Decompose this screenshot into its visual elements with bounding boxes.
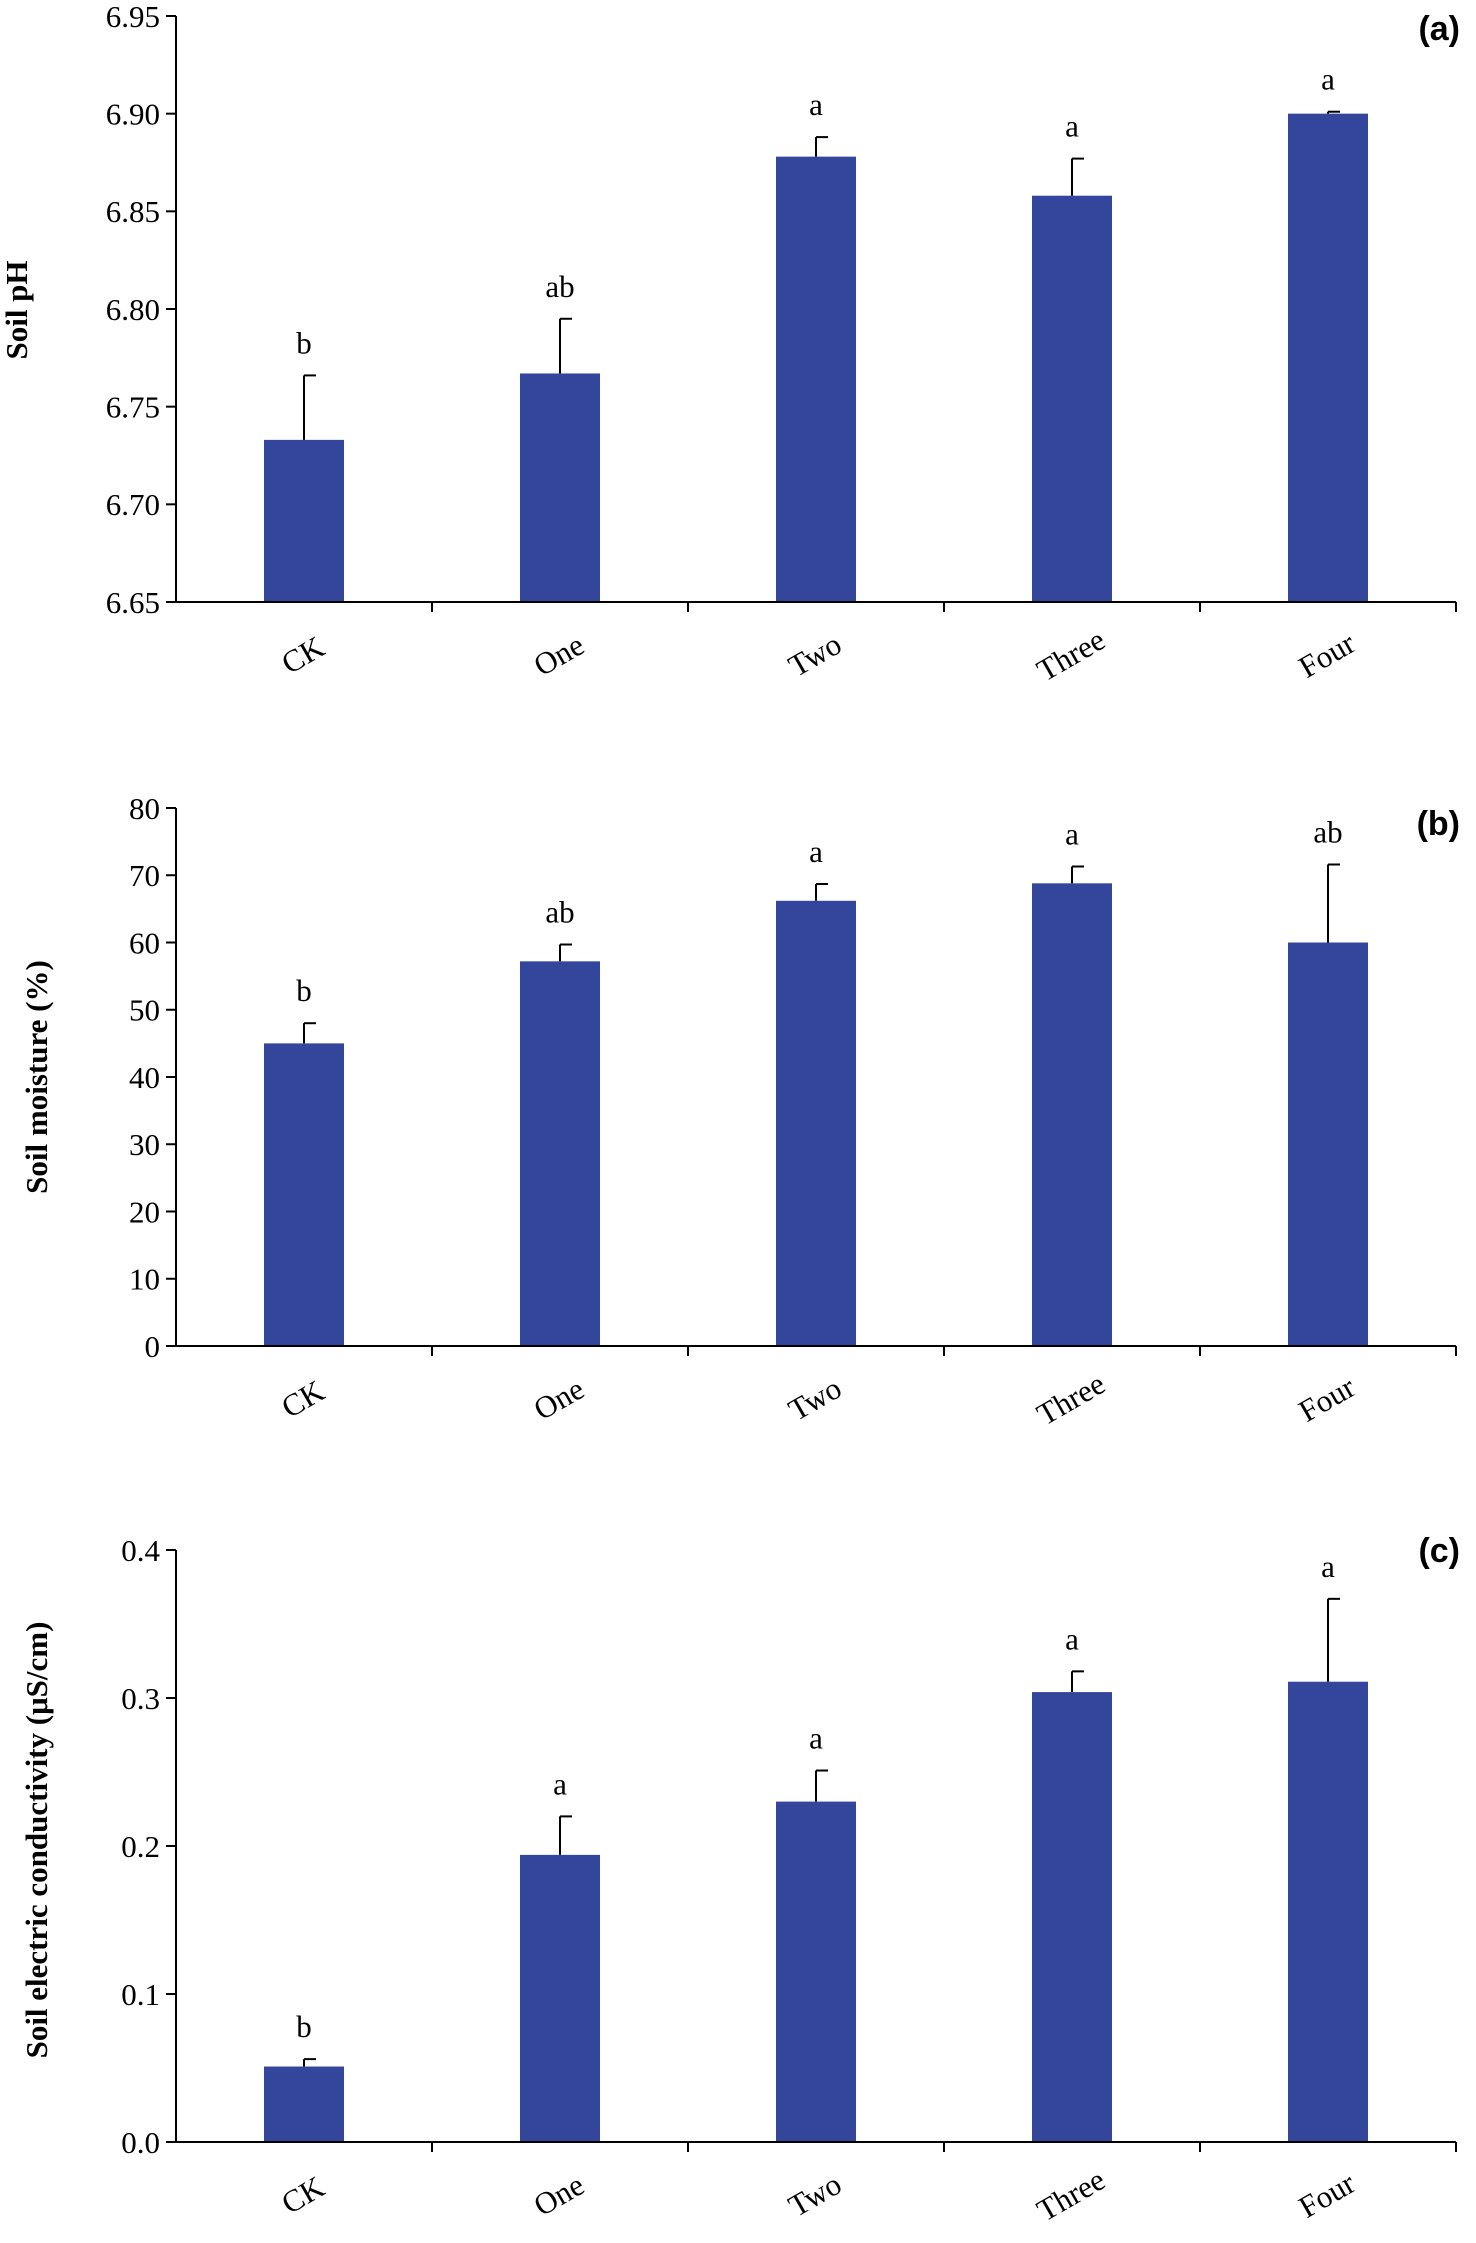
x-tick-label: One (528, 627, 590, 683)
significance-letter: a (809, 834, 823, 869)
significance-letter: a (1065, 1621, 1079, 1656)
bar-four (1288, 942, 1368, 1346)
y-tick-label: 0 (145, 1329, 161, 1364)
y-tick-label: 6.90 (106, 97, 160, 132)
bar-three (1032, 883, 1112, 1346)
bar-one (520, 373, 600, 602)
panel-label: (c) (1418, 1532, 1460, 1570)
y-axis-label: Soil electric conductivity (μS/cm) (19, 1622, 54, 2059)
y-tick-label: 60 (129, 925, 160, 960)
x-tick-label: One (528, 1371, 590, 1427)
x-tick-label: CK (275, 1373, 330, 1425)
y-tick-label: 6.70 (106, 487, 160, 522)
y-tick-label: 70 (129, 858, 160, 893)
significance-letter: a (1065, 109, 1079, 144)
y-tick-label: 0.1 (121, 1977, 160, 2012)
x-tick-label: Three (1031, 622, 1111, 688)
significance-letter: a (809, 1721, 823, 1756)
x-tick-label: Four (1293, 1369, 1362, 1429)
significance-letter: b (296, 325, 312, 360)
y-axis-label: Soil pH (0, 260, 34, 359)
bar-ck (264, 439, 344, 602)
bar-ck (264, 2066, 344, 2142)
x-tick-label: Three (1031, 2162, 1111, 2228)
y-axis-label: Soil moisture (%) (19, 960, 54, 1194)
panel-a: b ab a a a 6.65 6.70 6.75 6.80 6.85 6.90 6.95 CK On… (0, 0, 1460, 688)
x-tick-label: Two (782, 1370, 847, 1428)
panel-b: b ab a a ab 0 10 20 30 40 50 60 70 80 CK One Two Three F… (19, 791, 1460, 1432)
panel-label: (b) (1417, 805, 1460, 843)
significance-letter: ab (545, 895, 574, 930)
x-tick-label: CK (275, 2169, 330, 2221)
y-tick-label: 6.95 (106, 0, 160, 34)
y-tick-label: 0.3 (121, 1681, 160, 1716)
bar-four (1288, 113, 1368, 603)
significance-letter: a (1065, 817, 1079, 852)
significance-letter: b (296, 973, 312, 1008)
significance-letter: a (553, 1766, 567, 1801)
significance-letter: ab (1313, 814, 1342, 849)
y-tick-label: 0.0 (121, 2125, 160, 2160)
significance-letter: b (296, 2009, 312, 2044)
x-tick-label: Four (1293, 2165, 1362, 2225)
x-tick-label: Two (782, 626, 847, 684)
y-tick-label: 6.75 (106, 390, 160, 425)
bar-two (776, 1801, 856, 2142)
bar-one (520, 1854, 600, 2142)
y-tick-label: 10 (129, 1262, 160, 1297)
significance-letter: ab (545, 269, 574, 304)
significance-letter: a (809, 87, 823, 122)
bar-four (1288, 1681, 1368, 2142)
y-tick-label: 6.85 (106, 194, 160, 229)
x-tick-label: Two (782, 2166, 847, 2224)
x-tick-label: CK (275, 629, 330, 681)
significance-letter: a (1321, 1549, 1335, 1584)
y-tick-label: 0.2 (121, 1829, 160, 1864)
y-tick-label: 30 (129, 1127, 160, 1162)
y-tick-label: 6.80 (106, 292, 160, 327)
bar-three (1032, 1692, 1112, 2142)
bar-two (776, 156, 856, 602)
bar-ck (264, 1043, 344, 1346)
x-tick-label: Three (1031, 1366, 1111, 1432)
y-tick-label: 20 (129, 1194, 160, 1229)
bar-one (520, 961, 600, 1346)
y-tick-label: 80 (129, 791, 160, 826)
y-tick-label: 0.4 (121, 1533, 160, 1568)
y-tick-label: 50 (129, 993, 160, 1028)
x-tick-label: One (528, 2167, 590, 2223)
x-tick-label: Four (1293, 625, 1362, 685)
significance-letter: a (1321, 62, 1335, 97)
bar-three (1032, 195, 1112, 602)
y-tick-label: 40 (129, 1060, 160, 1095)
y-tick-label: 6.65 (106, 585, 160, 620)
panel-label: (a) (1418, 10, 1460, 48)
bar-two (776, 900, 856, 1346)
